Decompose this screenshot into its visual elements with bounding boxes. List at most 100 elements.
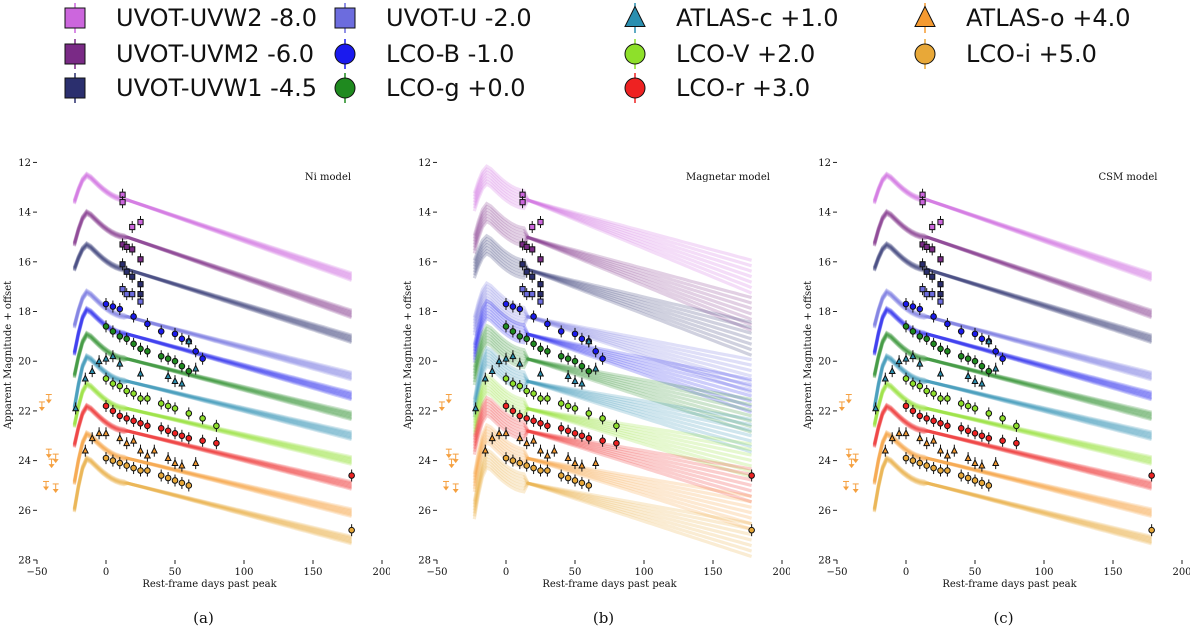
data-point	[585, 482, 593, 489]
data-point	[909, 457, 917, 464]
model-curve	[72, 291, 353, 382]
model-curve	[72, 173, 353, 279]
data-point	[95, 356, 103, 365]
upper-limit-marker	[45, 393, 52, 404]
data-point	[1013, 439, 1020, 447]
data-point	[502, 354, 510, 362]
model-curve	[872, 244, 1153, 345]
data-point	[537, 256, 544, 263]
data-point	[88, 366, 96, 375]
data-point	[72, 404, 80, 412]
model-curve	[72, 211, 353, 319]
y-axis-label: Apparent Magnitude + offset	[803, 281, 814, 430]
data-point	[119, 199, 126, 206]
data-point	[502, 375, 510, 382]
y-tick-label: 18	[418, 307, 431, 318]
legend-marker-icon	[914, 39, 936, 69]
data-point	[1148, 526, 1155, 534]
data-point	[950, 446, 958, 454]
data-point	[472, 404, 480, 412]
data-point	[971, 330, 979, 338]
model-curve	[472, 465, 753, 559]
data-point	[213, 439, 220, 447]
data-point	[529, 273, 536, 280]
data-point	[964, 453, 972, 462]
upper-limit-marker	[848, 458, 855, 469]
data-point	[529, 436, 538, 444]
x-tick-label: 0	[103, 567, 109, 578]
data-point	[1013, 422, 1020, 430]
model-curve	[872, 306, 1153, 397]
data-point	[881, 446, 889, 454]
model-curve	[72, 431, 352, 515]
data-point	[923, 268, 930, 275]
model-curve	[72, 403, 352, 485]
data-point	[192, 347, 199, 355]
model-curve	[472, 213, 753, 321]
data-point	[164, 427, 172, 435]
model-curve	[72, 402, 352, 484]
model-curve	[872, 406, 1153, 491]
y-axis-label: Apparent Magnitude + offset	[403, 281, 414, 430]
data-point	[509, 351, 517, 360]
model-curve	[872, 454, 1152, 538]
data-point	[536, 446, 545, 454]
model-curve	[872, 456, 1152, 542]
model-curve	[472, 422, 752, 498]
model-curve	[72, 332, 353, 419]
data-point	[937, 256, 944, 263]
data-point	[192, 364, 200, 372]
model-curve	[72, 406, 353, 491]
model-curve	[472, 295, 753, 389]
data-point	[116, 333, 124, 340]
model-curve	[872, 333, 1153, 420]
legend-label: LCO-i +5.0	[966, 40, 1097, 68]
upper-limit-marker	[52, 483, 59, 493]
data-point	[523, 415, 530, 422]
data-point	[481, 446, 489, 454]
model-curve	[472, 326, 752, 407]
model-curve	[872, 331, 1152, 417]
data-point	[964, 371, 972, 380]
data-point	[919, 286, 926, 293]
model-curve	[472, 201, 753, 300]
data-point	[178, 432, 186, 440]
model-curve	[72, 458, 353, 546]
model-curve	[872, 429, 1152, 511]
model-curve	[472, 332, 753, 418]
data-point	[916, 459, 924, 467]
model-curve	[872, 210, 1153, 317]
data-point	[985, 410, 993, 417]
x-tick-label: 100	[234, 567, 253, 578]
model-curve	[472, 375, 752, 452]
model-curve	[872, 380, 1152, 459]
data-point	[119, 261, 126, 268]
data-point	[537, 395, 544, 402]
data-point	[488, 433, 496, 442]
legend-marker	[334, 7, 356, 29]
data-point	[930, 340, 937, 348]
data-point	[537, 467, 544, 474]
legend-label: UVOT-U -2.0	[386, 4, 532, 32]
model-curve	[72, 455, 352, 540]
legend-label: UVOT-UVM2 -6.0	[116, 40, 314, 68]
data-point	[557, 328, 565, 335]
data-point	[348, 472, 355, 479]
model-curve	[472, 354, 752, 438]
data-point	[502, 428, 510, 437]
legend-item: ATLAS-c +1.0	[620, 0, 839, 36]
model-name-label: Ni model	[305, 172, 351, 183]
data-point	[592, 364, 600, 372]
model-curve	[872, 242, 1153, 341]
model-curve	[472, 450, 752, 531]
data-point	[937, 218, 944, 226]
x-axis-label: Rest-frame days past peak	[142, 579, 277, 590]
data-point	[109, 328, 117, 335]
legend-marker	[624, 77, 646, 99]
model-curve	[472, 301, 752, 387]
data-point	[557, 352, 565, 360]
legend-marker-icon	[334, 3, 356, 33]
data-point	[144, 467, 151, 474]
model-curve	[872, 172, 1153, 278]
y-tick-label: 28	[418, 556, 431, 567]
